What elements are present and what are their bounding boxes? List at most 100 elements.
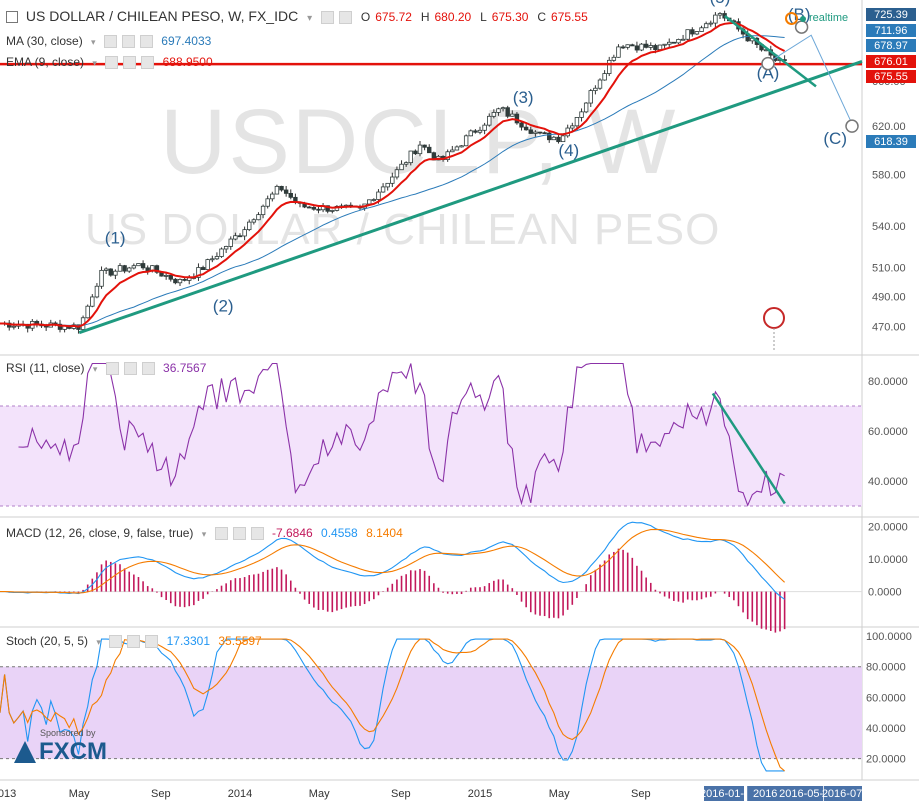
candle-body <box>667 41 672 45</box>
ema-value: 688.9500 <box>162 55 213 69</box>
settings-icon[interactable] <box>232 527 246 541</box>
chevron-down-icon[interactable]: ▾ <box>92 58 97 68</box>
macd-label[interactable]: MACD (12, 26, close, 9, false, true) <box>6 526 194 540</box>
settings-icon[interactable] <box>121 35 135 49</box>
time-tick-label: May <box>309 788 330 800</box>
eye-icon[interactable] <box>105 56 119 70</box>
candle-body <box>514 113 520 124</box>
candle-body <box>574 117 580 127</box>
price-badge <box>866 135 916 148</box>
candle-body <box>11 325 17 328</box>
settings-icon[interactable] <box>339 10 352 24</box>
wave-marker <box>761 56 775 71</box>
close-icon[interactable] <box>141 362 155 376</box>
eye-icon[interactable] <box>103 35 117 49</box>
macd-signal-value: 8.1404 <box>366 526 403 540</box>
candle-body <box>274 185 280 195</box>
candle-body <box>210 258 215 261</box>
chevron-down-icon[interactable]: ▾ <box>307 13 313 24</box>
symbol-title[interactable]: US DOLLAR / CHILEAN PESO, W, FX_IDC <box>25 8 299 24</box>
wave-label-1: (1) <box>105 229 126 248</box>
candle-body <box>163 274 169 277</box>
projection-path <box>767 34 853 125</box>
candle-body <box>122 265 127 272</box>
time-tick-label: 2016 <box>753 788 777 800</box>
ohlc-l-value: 675.30 <box>491 10 529 24</box>
time-tick-label: 2016-05- <box>779 788 823 800</box>
candle-body <box>403 162 409 165</box>
ma-legend: MA (30, close) ▾ 697.4033 <box>6 34 216 49</box>
candle-body <box>500 107 506 110</box>
candle-body <box>311 207 317 210</box>
price-tick-label: 620.00 <box>872 121 906 133</box>
close-icon[interactable] <box>250 527 264 541</box>
rsi-label[interactable]: RSI (11, close) <box>6 361 85 375</box>
ema-label[interactable]: EMA (9, close) <box>6 55 85 69</box>
price-badge <box>866 24 916 37</box>
fxcm-logo-icon <box>14 741 36 763</box>
candle-body <box>611 56 617 61</box>
macd-legend: MACD (12, 26, close, 9, false, true) ▾ -… <box>6 526 408 541</box>
candle-body <box>417 144 423 155</box>
candle-body <box>256 214 261 221</box>
wave-label-5: (5) <box>710 0 731 7</box>
macd-line <box>0 521 785 600</box>
ma-label[interactable]: MA (30, close) <box>6 34 83 48</box>
stoch-label[interactable]: Stoch (20, 5, 5) <box>6 634 89 648</box>
candle-body <box>376 191 381 200</box>
candle-body <box>468 130 473 137</box>
candle-body <box>662 43 667 46</box>
candle-body <box>371 199 377 201</box>
settings-icon[interactable] <box>123 56 137 70</box>
candle-body <box>694 31 700 35</box>
settings-icon[interactable] <box>127 635 141 649</box>
candle-body <box>616 46 621 58</box>
eye-icon[interactable] <box>214 527 228 541</box>
candle-body <box>205 259 210 271</box>
price-tick-label: 580.00 <box>872 169 906 181</box>
candle-body <box>473 130 478 133</box>
time-highlight <box>783 786 824 801</box>
wave-label-2: (2) <box>213 296 234 315</box>
chevron-down-icon[interactable]: ▾ <box>92 364 98 374</box>
close-icon[interactable] <box>139 35 153 49</box>
time-tick-label: Sep <box>391 788 411 800</box>
chevron-down-icon[interactable]: ▾ <box>96 637 101 647</box>
candle-body <box>90 296 95 307</box>
macd-tick-label: 10.0000 <box>868 554 908 566</box>
price-tick-label: 510.00 <box>872 262 906 274</box>
candle-body <box>223 246 229 250</box>
settings-icon[interactable] <box>123 362 137 376</box>
sponsored-by-text: Sponsored by <box>40 728 96 738</box>
realtime-indicator[interactable]: realtime <box>785 12 853 25</box>
candle-body <box>551 136 557 141</box>
candle-body <box>717 13 723 16</box>
sponsor-logo[interactable]: Sponsored by FXCM <box>14 728 107 766</box>
collapse-icon[interactable] <box>6 11 18 24</box>
candle-body <box>177 279 183 284</box>
ma-line <box>0 35 785 327</box>
eye-icon[interactable] <box>321 10 334 24</box>
chevron-down-icon[interactable]: ▾ <box>201 529 207 539</box>
candle-body <box>528 129 533 134</box>
candle-body <box>214 256 220 260</box>
candle-body <box>533 131 538 134</box>
candle-body <box>487 115 492 126</box>
candle-body <box>454 146 460 151</box>
eye-icon[interactable] <box>105 362 119 376</box>
candle-body <box>607 59 612 74</box>
eye-icon[interactable] <box>109 635 123 649</box>
chevron-down-icon[interactable]: ▾ <box>91 37 96 47</box>
candle-body <box>260 205 266 216</box>
close-icon[interactable] <box>145 635 159 649</box>
stoch-k-value: 17.3301 <box>166 634 210 648</box>
candle-body <box>570 125 575 129</box>
wave-label-3: (3) <box>513 88 534 107</box>
rsi-tick-label: 40.0000 <box>868 476 908 488</box>
candle-body <box>560 135 566 143</box>
close-icon[interactable] <box>141 56 155 70</box>
candle-body <box>708 22 713 25</box>
wave-label-4: (4) <box>558 141 579 160</box>
